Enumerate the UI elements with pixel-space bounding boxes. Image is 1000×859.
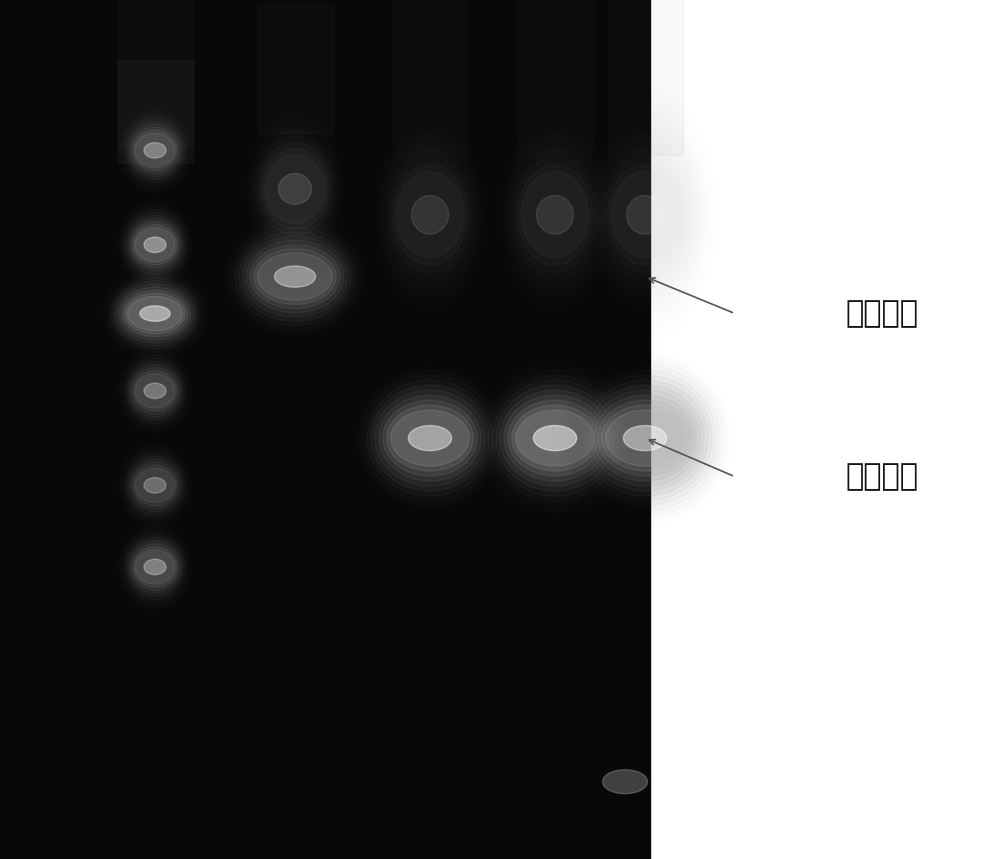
Ellipse shape <box>114 281 196 346</box>
Ellipse shape <box>516 411 594 466</box>
Ellipse shape <box>606 411 684 466</box>
Ellipse shape <box>594 395 696 481</box>
Ellipse shape <box>626 196 664 234</box>
Ellipse shape <box>598 400 692 476</box>
Ellipse shape <box>602 405 688 471</box>
Ellipse shape <box>144 383 166 399</box>
Ellipse shape <box>144 143 166 158</box>
Ellipse shape <box>144 559 166 575</box>
Ellipse shape <box>133 546 177 588</box>
Ellipse shape <box>144 237 166 253</box>
Ellipse shape <box>133 130 177 171</box>
Bar <box>518 0 593 155</box>
Ellipse shape <box>586 385 704 491</box>
Ellipse shape <box>127 121 183 180</box>
Ellipse shape <box>131 222 179 268</box>
Ellipse shape <box>129 124 181 177</box>
Ellipse shape <box>246 241 344 313</box>
Ellipse shape <box>590 390 700 486</box>
Ellipse shape <box>258 253 332 301</box>
Ellipse shape <box>131 544 179 590</box>
Ellipse shape <box>239 232 351 321</box>
Text: 原始菌株: 原始菌株 <box>845 299 918 328</box>
Ellipse shape <box>133 370 177 411</box>
Ellipse shape <box>140 306 170 321</box>
Ellipse shape <box>533 425 577 451</box>
Ellipse shape <box>129 218 181 271</box>
Ellipse shape <box>242 236 348 317</box>
Text: 敲除菌株: 敲除菌株 <box>845 462 918 491</box>
Ellipse shape <box>488 375 622 501</box>
Ellipse shape <box>131 368 179 414</box>
Ellipse shape <box>125 212 185 277</box>
Ellipse shape <box>278 174 312 204</box>
Ellipse shape <box>127 362 183 420</box>
Ellipse shape <box>135 133 175 168</box>
Ellipse shape <box>235 228 355 326</box>
Ellipse shape <box>375 390 485 486</box>
Ellipse shape <box>274 266 316 287</box>
Ellipse shape <box>128 296 182 331</box>
Ellipse shape <box>135 228 175 262</box>
Ellipse shape <box>408 425 452 451</box>
Ellipse shape <box>383 400 477 476</box>
Ellipse shape <box>371 385 489 491</box>
Ellipse shape <box>250 245 340 308</box>
Ellipse shape <box>602 770 648 794</box>
Bar <box>608 0 682 155</box>
Ellipse shape <box>387 405 473 471</box>
Ellipse shape <box>111 277 199 350</box>
Ellipse shape <box>367 380 493 497</box>
Ellipse shape <box>135 550 175 584</box>
Ellipse shape <box>127 538 183 596</box>
Ellipse shape <box>379 395 481 481</box>
Bar <box>258 4 332 133</box>
Ellipse shape <box>500 390 610 486</box>
Ellipse shape <box>127 216 183 274</box>
Ellipse shape <box>122 290 188 337</box>
Ellipse shape <box>254 249 336 304</box>
Ellipse shape <box>623 425 667 451</box>
Ellipse shape <box>411 196 449 234</box>
Bar <box>0 0 650 859</box>
Ellipse shape <box>496 385 614 491</box>
Ellipse shape <box>133 224 177 265</box>
Ellipse shape <box>125 293 185 334</box>
Ellipse shape <box>129 540 181 594</box>
Ellipse shape <box>135 468 175 503</box>
Ellipse shape <box>492 380 618 497</box>
Ellipse shape <box>504 395 606 481</box>
Ellipse shape <box>582 380 708 497</box>
Ellipse shape <box>131 127 179 174</box>
Bar <box>392 0 468 155</box>
Ellipse shape <box>508 400 602 476</box>
Ellipse shape <box>129 459 181 512</box>
Ellipse shape <box>144 478 166 493</box>
Ellipse shape <box>512 405 598 471</box>
Ellipse shape <box>133 465 177 506</box>
Bar <box>118 60 192 163</box>
Ellipse shape <box>131 462 179 509</box>
Ellipse shape <box>391 411 469 466</box>
Ellipse shape <box>116 284 194 343</box>
Ellipse shape <box>135 374 175 408</box>
Ellipse shape <box>119 287 191 340</box>
Ellipse shape <box>536 196 574 234</box>
Bar <box>118 0 192 146</box>
Ellipse shape <box>129 364 181 417</box>
